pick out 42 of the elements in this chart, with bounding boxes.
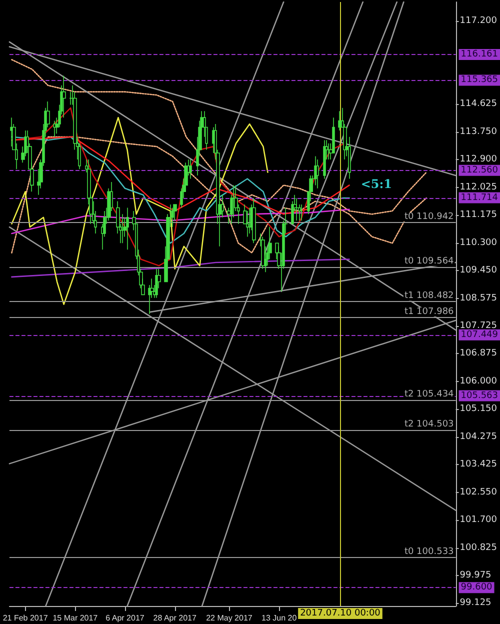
ref-line-label: 2017.07.10 00:00 <box>300 608 381 618</box>
ref-line-label: t0 110.942 <box>404 212 454 222</box>
y-tick-label: 114.625 <box>460 98 497 109</box>
y-tick-label: 117.200 <box>460 16 498 26</box>
ref-line-label: t0 109.564 <box>404 256 454 266</box>
y-tick-label: 105.150 <box>460 404 498 414</box>
ref-line-label: 99.600 <box>460 582 493 593</box>
y-tick-label: 106.875 <box>460 348 497 358</box>
y-tick-label: 113.750 <box>460 127 498 138</box>
ref-line-label: 111.714 <box>460 192 498 203</box>
y-tick-label: 107.725 <box>460 321 497 332</box>
y-tick-label: 112.900 <box>460 154 498 164</box>
x-tick-label: 22 May 2017 <box>206 614 253 622</box>
ref-line-label: t2 105.434 <box>404 389 454 400</box>
ref-line-label: 116.161 <box>460 49 498 60</box>
ref-line-label: t1 108.482 <box>404 291 454 302</box>
y-tick-label: 100.825 <box>460 543 497 554</box>
x-tick-label: 13 Jun 20 <box>261 614 298 622</box>
ref-line-label: 105.563 <box>460 390 498 401</box>
y-tick-label: 111.175 <box>460 210 497 220</box>
x-tick-label: 21 Feb 2017 <box>2 614 48 622</box>
y-tick-label: 110.300 <box>460 238 498 248</box>
y-tick-label: 101.700 <box>460 515 498 526</box>
x-tick-label: 28 Apr 2017 <box>153 614 197 622</box>
annotation: <5:1 <box>360 177 392 191</box>
x-tick-label: 15 Mar 2017 <box>52 614 98 622</box>
x-tick-label: 6 Apr 2017 <box>106 614 145 622</box>
ref-line-label: t0 100.533 <box>404 547 454 558</box>
y-tick-label: 99.975 <box>460 570 492 581</box>
y-tick-label: 112.025 <box>460 182 497 193</box>
ref-line-label: t1 107.986 <box>404 307 454 318</box>
y-tick-label: 109.450 <box>460 266 498 276</box>
y-tick-label: 102.550 <box>460 488 498 498</box>
ref-line-label: 107.449 <box>460 330 498 340</box>
y-tick-label: 103.425 <box>460 460 497 470</box>
y-tick-label: 108.575 <box>460 294 497 304</box>
ref-line-label: 115.365 <box>460 75 498 86</box>
y-tick-label: 106.000 <box>460 376 498 387</box>
y-tick-label: 99.125 <box>460 598 492 608</box>
ref-line-label: 112.560 <box>460 165 498 176</box>
y-tick-label: 104.275 <box>460 432 497 442</box>
ref-line-label: t2 104.503 <box>404 419 454 430</box>
